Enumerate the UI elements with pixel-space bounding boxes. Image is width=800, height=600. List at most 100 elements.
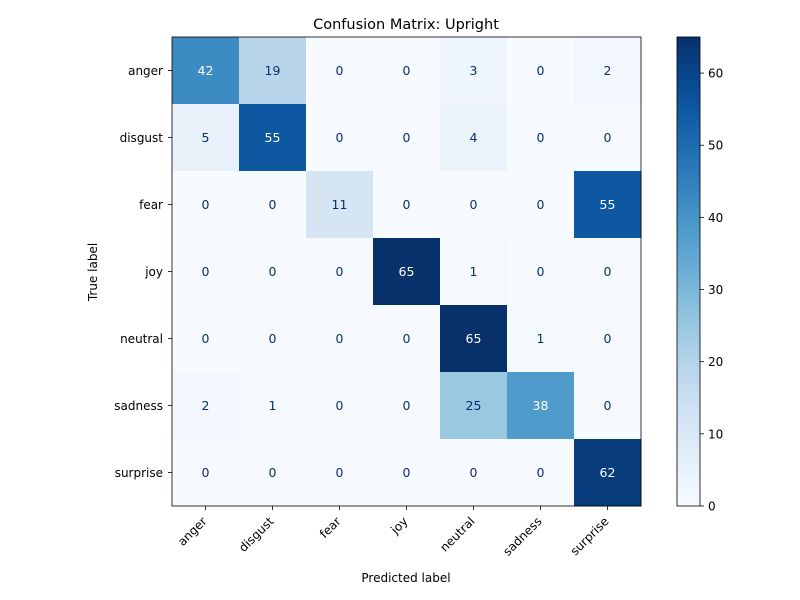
heatmap-cell-value: 2 <box>604 63 612 78</box>
heatmap-cell-value: 2 <box>202 398 210 413</box>
heatmap-cell-value: 5 <box>202 130 210 145</box>
y-axis-label: True label <box>86 243 100 302</box>
heatmap-cell-value: 0 <box>604 264 612 279</box>
heatmap-cell-value: 0 <box>403 398 411 413</box>
heatmap-cell-value: 0 <box>537 197 545 212</box>
heatmap-cell <box>507 37 575 105</box>
heatmap-cell <box>373 171 441 239</box>
heatmap-cell-value: 19 <box>265 63 281 78</box>
heatmap-cell-value: 11 <box>332 197 348 212</box>
heatmap-cell-value: 0 <box>202 197 210 212</box>
colorbar-tick-label: 10 <box>708 427 723 441</box>
heatmap-cell-value: 0 <box>403 197 411 212</box>
colorbar-tick-label: 60 <box>708 67 723 81</box>
x-tick-label: joy <box>387 514 410 537</box>
colorbar: 0 10 20 30 40 50 60 <box>676 36 723 514</box>
heatmap-cell <box>239 305 307 373</box>
x-tick-label: fear <box>317 514 344 541</box>
heatmap-cell <box>440 238 508 306</box>
heatmap-cell <box>574 238 642 306</box>
heatmap-cell <box>373 104 441 172</box>
y-tick-label: disgust <box>120 131 164 145</box>
heatmap-cell-value: 25 <box>466 398 482 413</box>
heatmap-cell-value: 0 <box>537 63 545 78</box>
heatmap-cell-value: 0 <box>470 197 478 212</box>
heatmap-cell <box>172 372 240 440</box>
y-tick-label: fear <box>139 198 163 212</box>
heatmap-cell <box>306 171 374 239</box>
heatmap-cell <box>172 37 240 105</box>
heatmap-cell-value: 55 <box>600 197 616 212</box>
heatmap-cell <box>172 104 240 172</box>
heatmap-cell <box>239 372 307 440</box>
heatmap-cell <box>373 305 441 373</box>
heatmap-cell-value: 1 <box>537 331 545 346</box>
y-tick-label: neutral <box>120 332 163 346</box>
heatmap-cell-value: 0 <box>269 197 277 212</box>
heatmap-cell <box>373 37 441 105</box>
heatmap-cell-value: 0 <box>336 398 344 413</box>
heatmap-cell-value: 1 <box>470 264 478 279</box>
heatmap-cell <box>440 171 508 239</box>
heatmap-cell <box>239 37 307 105</box>
heatmap-cell <box>172 305 240 373</box>
heatmap-cell <box>172 238 240 306</box>
heatmap-cell <box>574 305 642 373</box>
heatmap-cell <box>306 439 374 507</box>
heatmap-cell <box>306 104 374 172</box>
x-tick-label: neutral <box>437 514 477 554</box>
heatmap-cell <box>574 372 642 440</box>
heatmap-cell <box>574 104 642 172</box>
heatmap-cell-value: 0 <box>202 331 210 346</box>
chart-title: Confusion Matrix: Upright <box>313 17 499 33</box>
y-tick-label: joy <box>144 265 163 279</box>
heatmap-cell-value: 0 <box>202 465 210 480</box>
heatmap-cell <box>440 305 508 373</box>
heatmap-cell <box>507 305 575 373</box>
heatmap-cell-value: 0 <box>336 130 344 145</box>
colorbar-tick-label: 30 <box>708 283 723 297</box>
heatmap-cell <box>239 171 307 239</box>
heatmap-cell-value: 42 <box>198 63 214 78</box>
heatmap-cell-value: 0 <box>537 465 545 480</box>
heatmap-cell <box>239 104 307 172</box>
y-axis-ticks: anger disgust fear joy neutral sadness surpris… <box>114 64 172 480</box>
heatmap-cell <box>373 372 441 440</box>
heatmap-cell-value: 0 <box>403 331 411 346</box>
heatmap-cell <box>574 439 642 507</box>
heatmap-cell-value: 0 <box>269 264 277 279</box>
y-tick-label: anger <box>128 64 163 78</box>
heatmap-cell <box>574 171 642 239</box>
heatmap-cell <box>507 372 575 440</box>
colorbar-tick-label: 0 <box>708 500 716 514</box>
heatmap-cell <box>306 238 374 306</box>
heatmap-cell <box>306 37 374 105</box>
heatmap-cell-value: 0 <box>403 130 411 145</box>
heatmap-cell-value: 0 <box>336 63 344 78</box>
heatmap-cell-value: 65 <box>466 331 482 346</box>
x-tick-label: disgust <box>236 514 277 555</box>
heatmap-cell-value: 4 <box>470 130 478 145</box>
heatmap-cell <box>172 171 240 239</box>
heatmap-cell <box>574 37 642 105</box>
x-tick-label: anger <box>175 514 210 549</box>
heatmap-cell-value: 3 <box>470 63 478 78</box>
x-tick-label: sadness <box>500 514 544 558</box>
heatmap-cell-value: 62 <box>600 465 616 480</box>
heatmap-cell <box>440 37 508 105</box>
heatmap-cell <box>507 439 575 507</box>
heatmap-cell <box>306 372 374 440</box>
colorbar-tick-label: 50 <box>708 139 723 153</box>
heatmap-cell-value: 0 <box>604 331 612 346</box>
heatmap-cell-value: 0 <box>202 264 210 279</box>
heatmap-cells <box>172 37 642 507</box>
heatmap-cell-value: 55 <box>265 130 281 145</box>
heatmap-cell-value: 0 <box>269 331 277 346</box>
heatmap-cell <box>507 104 575 172</box>
heatmap-cell-labels: 42 19 0 0 3 0 25 55 0 0 4 0 00 0 11 0 0 0 550 0 0 65 1 0 00 0 0 0 65… <box>198 63 616 480</box>
y-tick-label: sadness <box>114 399 163 413</box>
heatmap-cell <box>172 439 240 507</box>
x-axis-label: Predicted label <box>361 571 450 585</box>
heatmap-cell <box>440 439 508 507</box>
